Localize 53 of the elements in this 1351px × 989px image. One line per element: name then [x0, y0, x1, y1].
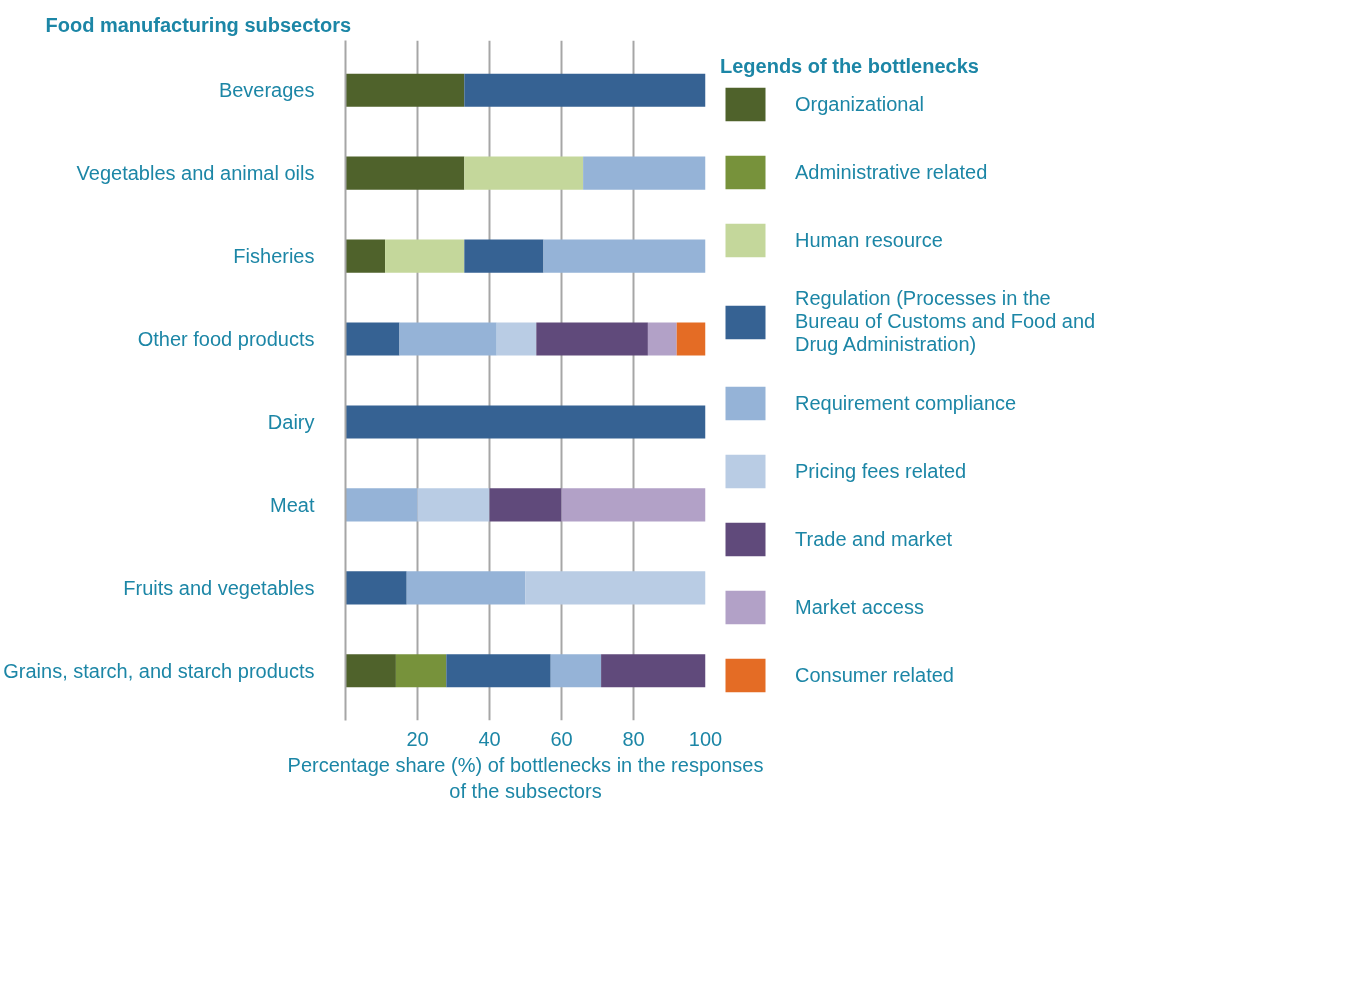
bar — [464, 73, 706, 107]
y-tick-label: Grains, starch, and starch products — [3, 659, 315, 682]
y-tick-label: Meat — [270, 493, 315, 516]
legend-title: Legends of the bottlenecks — [720, 55, 980, 78]
legend-label: Regulation (Processes in the Bureau of Customs and Food and Drug Administration) — [795, 287, 1096, 356]
bar — [345, 239, 386, 273]
bar — [399, 322, 497, 356]
bar — [550, 654, 602, 688]
bar — [417, 488, 490, 522]
bar — [583, 156, 706, 190]
bar — [489, 488, 562, 522]
x-tick-label: 80 — [622, 727, 645, 750]
y-tick-label: Fisheries — [233, 245, 315, 268]
bar — [345, 488, 418, 522]
bar — [345, 654, 396, 688]
bar — [446, 654, 551, 688]
x-tick-label: 100 — [688, 727, 723, 750]
x-tick-label: 20 — [406, 727, 429, 750]
bar — [647, 322, 677, 356]
legend-label: Trade and market — [795, 526, 953, 552]
bar — [464, 156, 584, 190]
x-tick-label: 60 — [550, 727, 573, 750]
legend-label: Market access — [795, 594, 924, 620]
legend-label: Administrative related — [795, 159, 988, 185]
legend-label: Organizational — [795, 91, 924, 117]
y-tick-label: Vegetables and animal oils — [76, 162, 315, 185]
bar — [345, 405, 706, 439]
bar — [536, 322, 648, 356]
bar — [525, 571, 706, 605]
legend-label: Consumer related — [795, 662, 954, 688]
bar — [464, 239, 544, 273]
bar — [345, 156, 465, 190]
bar — [543, 239, 706, 273]
bar — [345, 571, 407, 605]
legend-label: Pricing fees related — [795, 458, 967, 484]
bar — [345, 322, 400, 356]
chart-title: Food manufacturing subsectors — [45, 13, 352, 36]
bar — [676, 322, 706, 356]
x-axis-title: Percentage share (%) of bottlenecks in the responses of the subsectors — [287, 753, 764, 802]
y-tick-label: Beverages — [218, 79, 315, 102]
bar — [345, 73, 465, 107]
y-tick-label: Fruits and vegetables — [123, 576, 315, 599]
y-tick-label: Dairy — [267, 410, 315, 433]
bar — [385, 239, 465, 273]
bar — [561, 488, 706, 522]
legend-label: Human resource — [795, 227, 943, 253]
y-tick-label: Other food products — [137, 328, 315, 351]
bar — [406, 571, 526, 605]
bar — [496, 322, 537, 356]
bar — [601, 654, 706, 688]
bar — [395, 654, 447, 688]
legend-label: Requirement compliance — [795, 390, 1017, 416]
x-tick-label: 40 — [478, 727, 501, 750]
